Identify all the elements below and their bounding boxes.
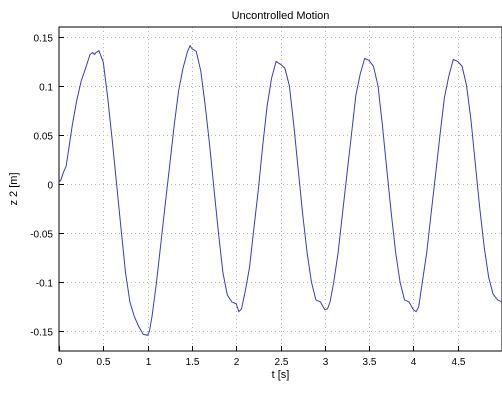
x-tick-label: 3.5 [363, 357, 377, 368]
x-tick-label: 3 [323, 357, 329, 368]
y-tick-label: -0.1 [36, 279, 54, 290]
chart-title: Uncontrolled Motion [232, 10, 330, 22]
y-tick-labels: 0.15 0.1 0.05 0 -0.05 -0.1 -0.15 [30, 34, 53, 339]
tick-marks [59, 37, 459, 351]
x-tick-label: 0.5 [97, 357, 111, 368]
x-tick-labels: 0 0.5 1 1.5 2 2.5 3 3.5 4 4.5 [57, 357, 466, 368]
y-tick-label: 0.05 [34, 132, 54, 143]
series-line [58, 44, 502, 336]
x-tick-label: 2 [234, 357, 240, 368]
y-tick-label: 0.15 [34, 34, 54, 45]
x-tick-label: 1.5 [186, 357, 200, 368]
plot-area-frame [58, 26, 502, 352]
y-tick-label: 0 [47, 181, 53, 192]
x-tick-label: 0 [57, 357, 63, 368]
x-tick-label: 1 [146, 357, 152, 368]
y-tick-label: -0.05 [30, 230, 53, 241]
x-tick-label: 4.5 [452, 357, 466, 368]
grid [59, 27, 502, 351]
y-tick-label: 0.1 [39, 83, 53, 94]
y-axis-label: z 2 [m] [8, 172, 20, 205]
x-axis-label: t [s] [272, 369, 290, 381]
x-tick-label: 4 [411, 357, 417, 368]
y-tick-label: -0.15 [30, 328, 53, 339]
x-tick-label: 2.5 [275, 357, 289, 368]
